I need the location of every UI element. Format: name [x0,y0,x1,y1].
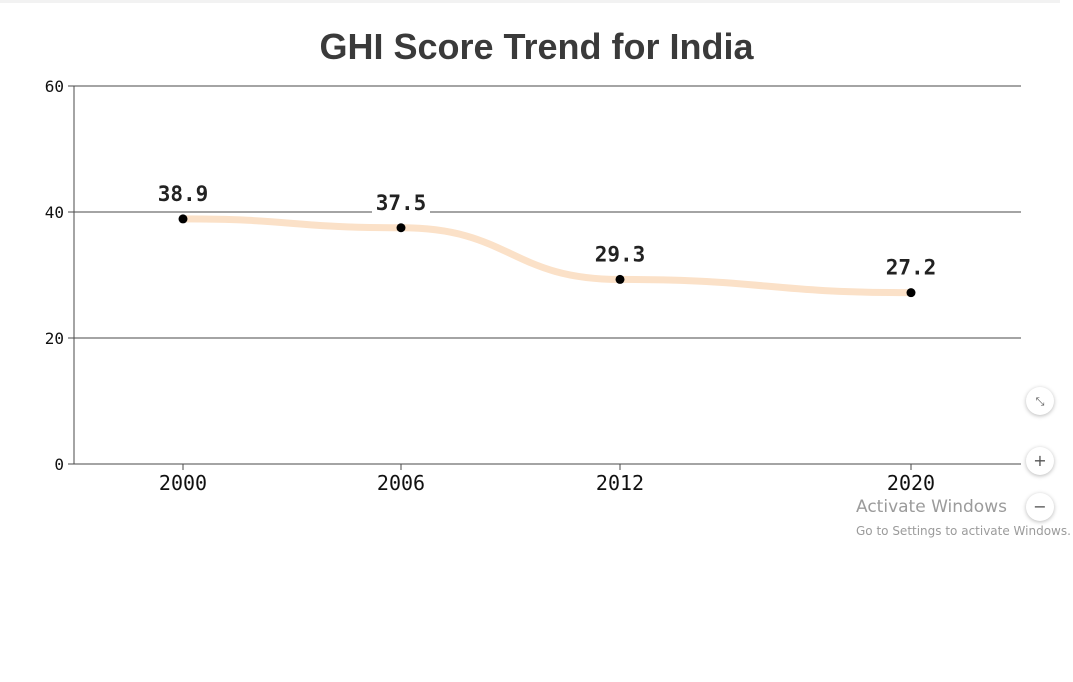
minus-icon: − [1033,497,1047,516]
data-point-layer [178,214,916,298]
chart-title: GHI Score Trend for India [319,26,754,67]
watermark-subtitle: Go to Settings to activate Windows. [856,524,1071,538]
activate-windows-watermark: Activate Windows Go to Settings to activ… [856,496,1071,540]
data-label-bg [882,254,940,279]
zoom-out-button[interactable]: − [1026,493,1054,521]
x-tick-label: 2012 [596,471,644,495]
data-label: 38.9 [158,182,209,206]
series-line [179,215,915,297]
data-label: 27.2 [886,256,937,280]
data-label: 29.3 [595,242,646,266]
x-tick-label: 2020 [887,471,935,495]
grid-layer [74,85,1021,465]
data-point [906,288,916,298]
x-tick-label: 2006 [377,471,425,495]
data-label-bg [591,241,649,266]
data-point [615,274,625,284]
y-tick-label: 0 [54,455,64,474]
data-point [178,214,188,224]
top-strip [0,0,1060,3]
axis-layer: 0 20 40 60 2000 2006 2012 2020 [45,77,935,495]
y-tick-label: 60 [45,77,64,96]
zoom-in-button[interactable]: + [1026,447,1054,475]
data-label-bg [372,189,430,214]
y-tick-label: 20 [45,329,64,348]
data-point [396,223,406,233]
data-label: 37.5 [376,191,427,215]
watermark-title: Activate Windows [856,497,1007,517]
data-label-bg [154,180,212,205]
collapse-icon: ⤡ [1035,394,1045,408]
plus-icon: + [1033,451,1047,470]
y-tick-label: 40 [45,203,64,222]
data-label-layer: 38.9 37.5 29.3 27.2 [154,180,940,280]
reset-zoom-button[interactable]: ⤡ [1026,387,1054,415]
x-tick-label: 2000 [159,471,207,495]
series-line-layer [179,215,915,297]
